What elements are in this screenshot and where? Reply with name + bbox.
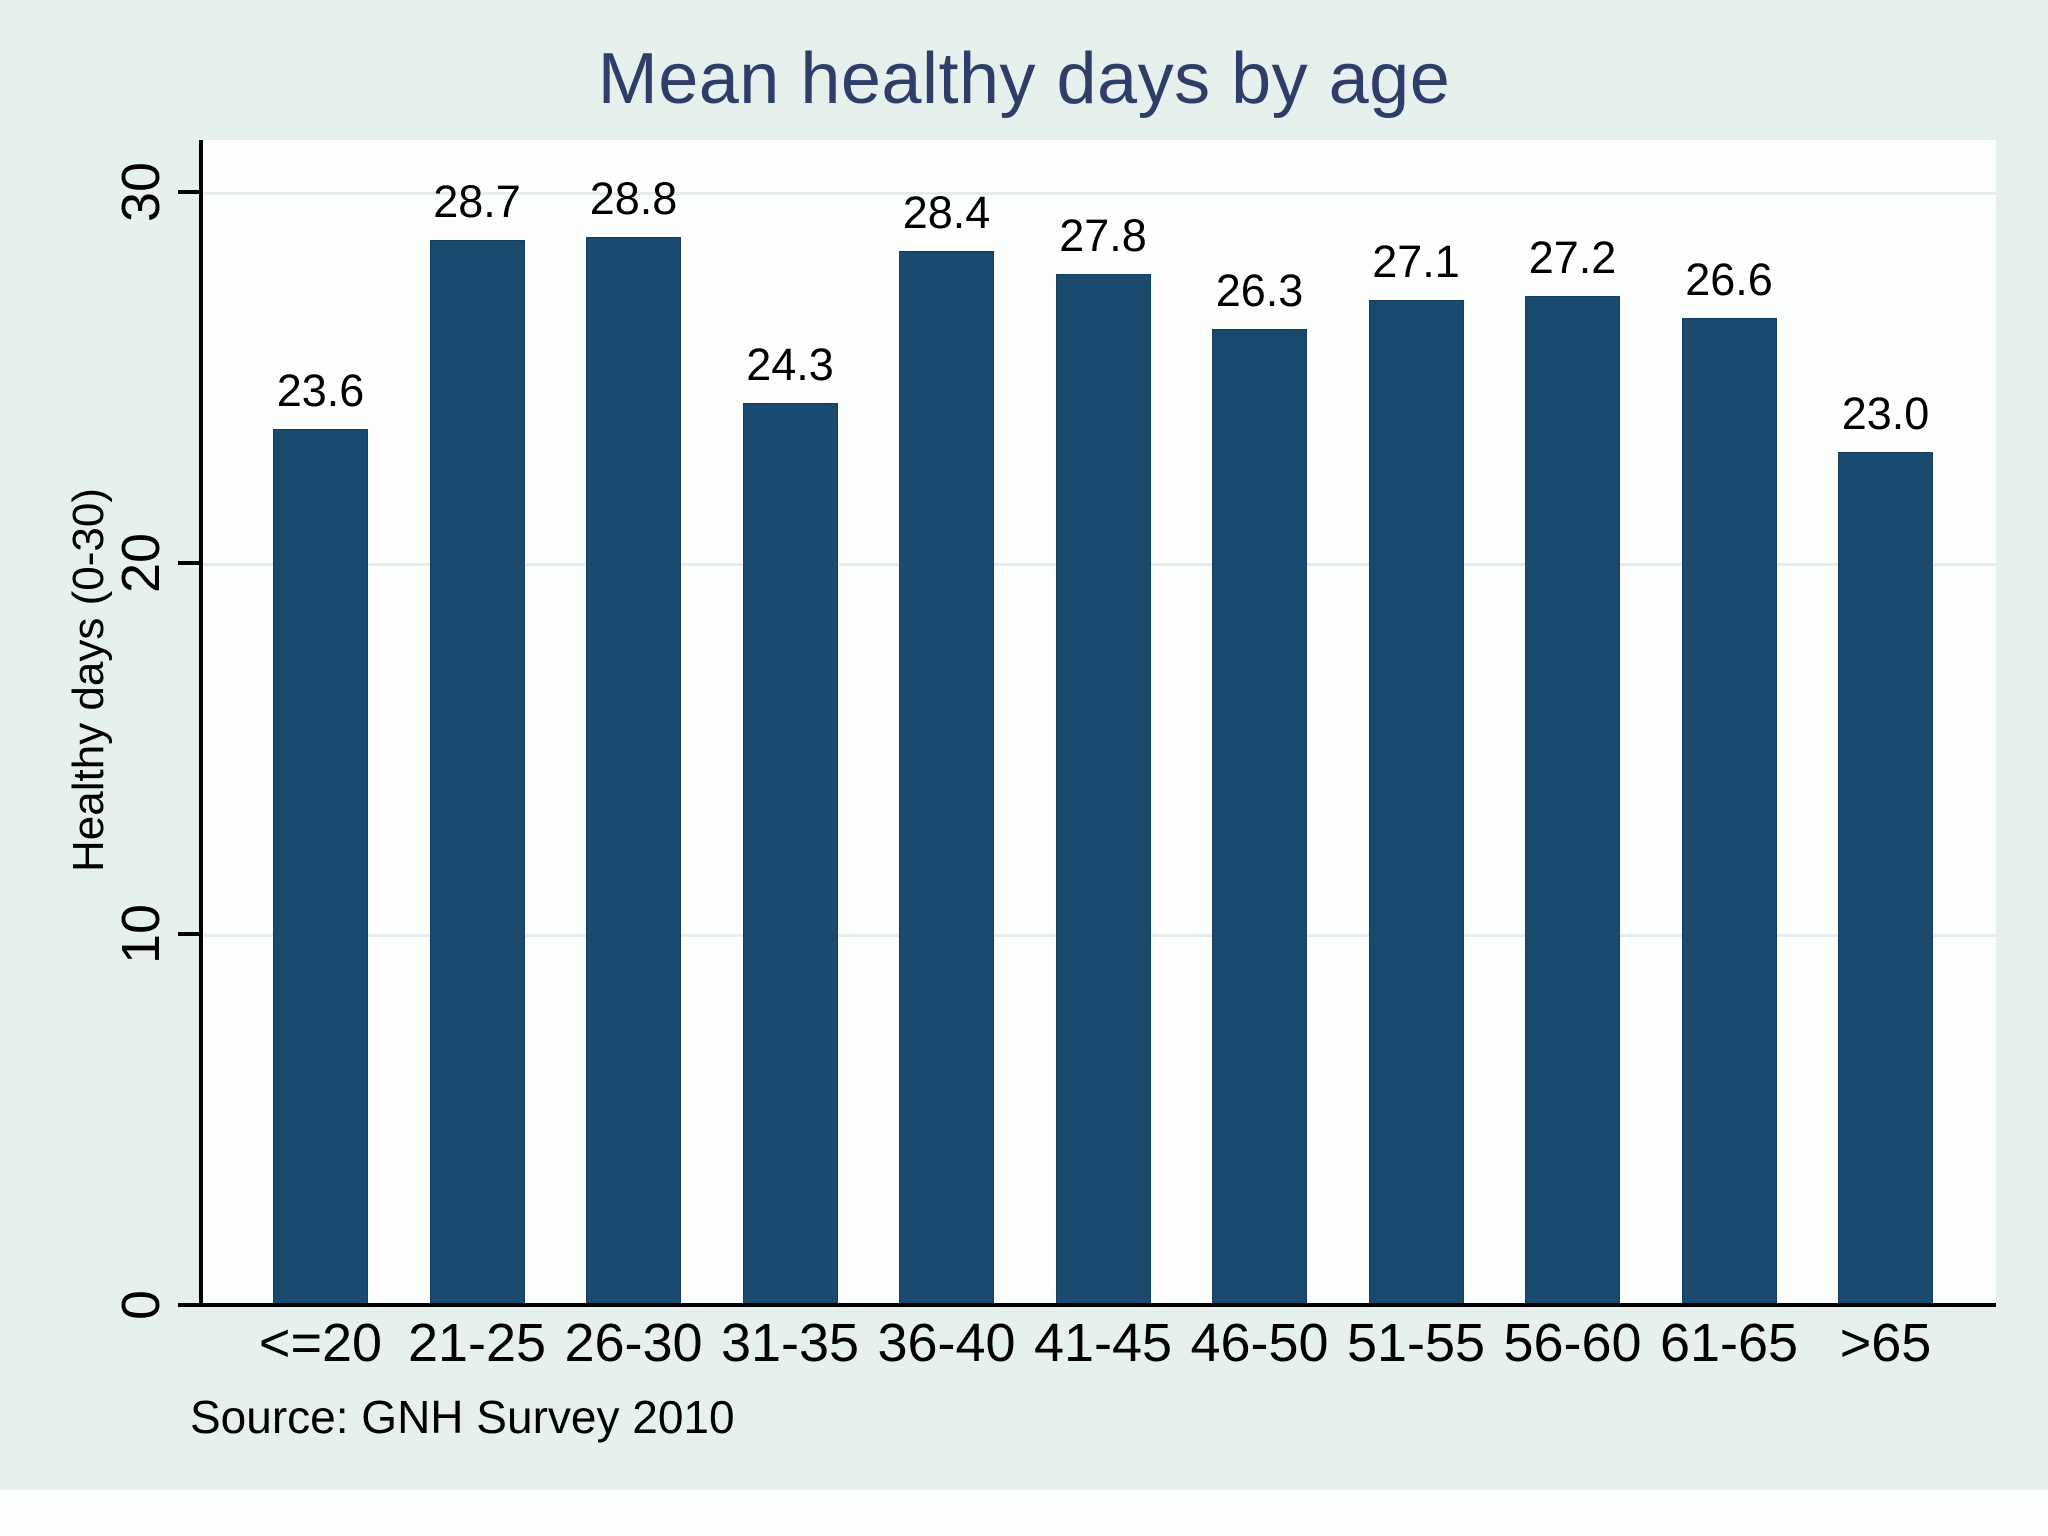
bar-value-label: 26.6 bbox=[1685, 254, 1773, 306]
y-axis-title: Healthy days (0-30) bbox=[64, 488, 113, 872]
plot-area: 23.6 28.7 28.8 24.3 28.4 27.8 26.3 27.1 27.2 26.6… bbox=[203, 140, 1996, 1305]
chart-title: Mean healthy days by age bbox=[597, 39, 1451, 119]
bar->65 bbox=[1838, 451, 1933, 1305]
source-note: Source: GNH Survey 2010 bbox=[190, 1391, 735, 1443]
bar-value-label: 27.8 bbox=[1059, 209, 1147, 261]
bar-31-35 bbox=[742, 403, 838, 1305]
bar-value-label: 24.3 bbox=[746, 339, 834, 391]
y-tick-label-20: 20 bbox=[111, 532, 171, 594]
bar-21-25 bbox=[429, 240, 525, 1305]
y-tick-mark-30 bbox=[178, 190, 203, 194]
x-tick-label-36-40: 36-40 bbox=[877, 1313, 1016, 1373]
y-tick-label-10: 10 bbox=[111, 903, 171, 965]
bar-value-label: 28.7 bbox=[433, 176, 521, 228]
x-tick-label-41-45: 41-45 bbox=[1033, 1313, 1173, 1373]
bar-value-label: 27.2 bbox=[1528, 231, 1617, 283]
bar-51-55 bbox=[1368, 299, 1464, 1305]
y-tick-mark-10 bbox=[178, 932, 203, 936]
x-tick-label-<=20: <=20 bbox=[258, 1313, 383, 1373]
y-axis-line bbox=[199, 140, 203, 1307]
x-tick-label-21-25: 21-25 bbox=[407, 1313, 547, 1373]
x-tick-label-31-35: 31-35 bbox=[720, 1313, 860, 1373]
bar-value-label: 23.0 bbox=[1841, 387, 1930, 439]
x-tick-label-26-30: 26-30 bbox=[564, 1313, 703, 1373]
bar-56-60 bbox=[1525, 295, 1620, 1305]
bar-value-label: 26.3 bbox=[1215, 265, 1304, 317]
bar-61-65 bbox=[1681, 318, 1777, 1305]
gridline-30 bbox=[203, 192, 1996, 195]
x-tick-label->65: >65 bbox=[1839, 1313, 1932, 1373]
x-axis-line bbox=[178, 1303, 1996, 1307]
bar-36-40 bbox=[899, 251, 994, 1305]
bar-<=20 bbox=[273, 429, 368, 1305]
y-tick-mark-20 bbox=[178, 561, 203, 565]
x-tick-label-61-65: 61-65 bbox=[1659, 1313, 1799, 1373]
x-tick-label-56-60: 56-60 bbox=[1503, 1313, 1642, 1373]
bar-value-label: 23.6 bbox=[276, 365, 365, 417]
bar-value-label: 28.8 bbox=[589, 172, 678, 224]
y-tick-label-0: 0 bbox=[111, 1289, 171, 1321]
bar-value-label: 27.1 bbox=[1372, 235, 1460, 287]
bar-26-30 bbox=[586, 236, 681, 1305]
x-tick-label-51-55: 51-55 bbox=[1346, 1313, 1486, 1373]
bar-41-45 bbox=[1055, 273, 1151, 1305]
bar-46-50 bbox=[1212, 329, 1307, 1305]
x-tick-label-46-50: 46-50 bbox=[1190, 1313, 1329, 1373]
chart-figure: Mean healthy days by age Healthy days (0… bbox=[0, 0, 2048, 1490]
bar-value-label: 28.4 bbox=[902, 187, 991, 239]
y-tick-label-30: 30 bbox=[111, 161, 171, 223]
